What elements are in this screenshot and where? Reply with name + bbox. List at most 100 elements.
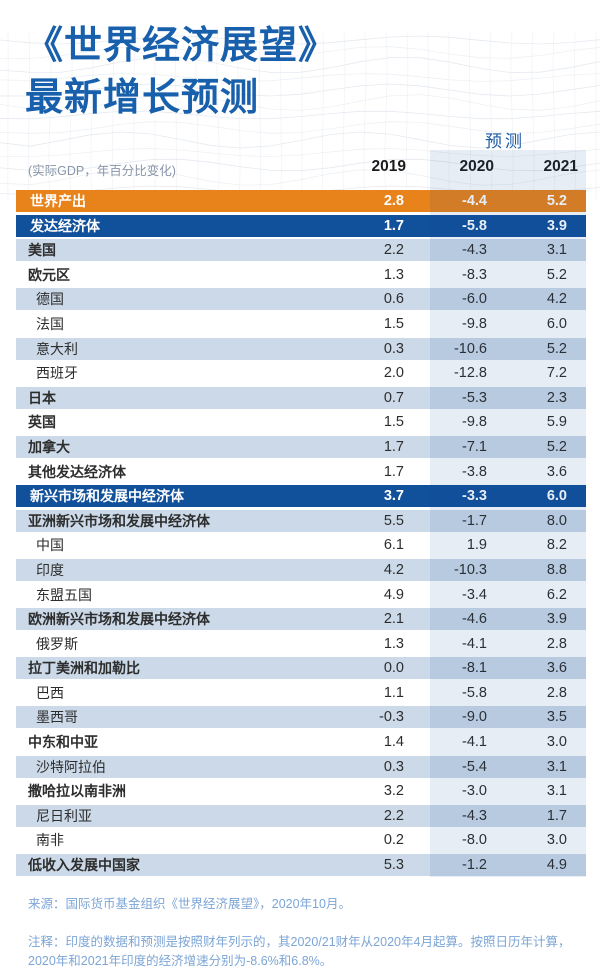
table-row: 欧洲新兴市场和发展中经济体 2.1 -4.6 3.9	[16, 608, 586, 631]
row-value-2021: 3.6	[546, 660, 567, 677]
row-value-2020: -3.4	[462, 586, 487, 603]
table-row: 英国 1.5 -9.8 5.9	[16, 411, 586, 433]
row-value-2019: 5.3	[383, 857, 404, 874]
table-row: 沙特阿拉伯 0.3 -5.4 3.1	[16, 755, 586, 778]
table-row: 中东和中亚 1.4 -4.1 3.0	[16, 731, 586, 753]
row-value-2019: 2.8	[383, 193, 404, 209]
row-label: 英国	[28, 414, 56, 431]
row-value-2020: -1.7	[462, 512, 487, 529]
table-row: 低收入发展中国家 5.3 -1.2 4.9	[16, 854, 586, 877]
row-value-2021: 3.1	[546, 783, 567, 800]
table-row: 巴西 1.1 -5.8 2.8	[16, 682, 586, 704]
row-value-2020: -6.0	[462, 291, 487, 308]
table-row: 南非 0.2 -8.0 3.0	[16, 829, 586, 851]
row-value-2019: -0.3	[379, 709, 404, 726]
row-value-2019: 0.0	[383, 660, 404, 677]
row-value-2020: -10.3	[453, 561, 487, 578]
table-row: 德国 0.6 -6.0 4.2	[16, 288, 586, 311]
row-value-2021: 8.2	[546, 537, 567, 554]
source-note: 来源：国际货币基金组织《世界经济展望》，2020年10月。	[28, 897, 351, 911]
row-value-2021: 2.3	[546, 389, 567, 406]
row-value-2020: -4.4	[462, 193, 487, 209]
row-value-2021: 3.9	[546, 217, 567, 234]
row-value-2020: 1.9	[466, 537, 487, 554]
table-row: 东盟五国 4.9 -3.4 6.2	[16, 584, 586, 606]
row-label: 世界产出	[30, 193, 86, 209]
row-value-2021: 5.9	[546, 414, 567, 431]
row-value-2021: 3.1	[546, 242, 567, 259]
row-value-2020: -1.2	[462, 857, 487, 874]
row-value-2019: 1.3	[383, 266, 404, 283]
row-label: 拉丁美洲和加勒比	[28, 660, 140, 677]
table-row: 新兴市场和发展中经济体 3.7 -3.3 6.0	[16, 485, 586, 508]
footnote-line-2: 2020年和2021年印度的经济增速分别为-8.6%和6.8%。	[28, 953, 333, 968]
row-value-2020: -5.3	[462, 389, 487, 406]
row-value-2021: 8.8	[546, 561, 567, 578]
row-value-2020: -5.4	[462, 758, 487, 775]
column-header-2019: 2019	[371, 158, 406, 175]
row-value-2019: 1.5	[383, 414, 404, 431]
column-header-2020: 2020	[459, 158, 494, 175]
table-row: 撒哈拉以南非洲 3.2 -3.0 3.1	[16, 780, 586, 802]
row-label: 法国	[36, 315, 64, 332]
row-label: 中东和中亚	[28, 734, 98, 751]
growth-table: 世界产出 2.8 -4.4 5.2 发达经济体 1.7 -5.8 3.9 美国 2.2 -4.3 3.…	[16, 190, 586, 879]
table-row: 欧元区 1.3 -8.3 5.2	[16, 264, 586, 286]
row-label: 日本	[28, 389, 56, 406]
table-row: 印度 4.2 -10.3 8.8	[16, 558, 586, 581]
row-label: 亚洲新兴市场和发展中经济体	[28, 512, 210, 529]
table-row: 世界产出 2.8 -4.4 5.2	[16, 190, 586, 212]
row-value-2019: 1.7	[383, 438, 404, 455]
table-row: 美国 2.2 -4.3 3.1	[16, 239, 586, 262]
row-value-2021: 3.0	[546, 734, 567, 751]
row-label: 发达经济体	[30, 217, 100, 234]
table-row: 俄罗斯 1.3 -4.1 2.8	[16, 633, 586, 655]
row-value-2020: -3.3	[462, 488, 487, 505]
row-value-2019: 1.3	[383, 635, 404, 652]
row-value-2020: -5.8	[462, 684, 487, 701]
row-value-2020: -4.1	[462, 635, 487, 652]
forecast-label: 预测	[485, 132, 525, 151]
row-label: 西班牙	[36, 365, 78, 382]
row-value-2019: 0.3	[383, 340, 404, 357]
row-label: 低收入发展中国家	[28, 857, 140, 874]
row-label: 东盟五国	[36, 586, 92, 603]
table-row: 尼日利亚 2.2 -4.3 1.7	[16, 804, 586, 827]
footnote: 注释：印度的数据和预测是按照财年列示的，其2020/21财年从2020年4月起算…	[28, 933, 576, 970]
row-label: 沙特阿拉伯	[36, 758, 106, 775]
row-value-2021: 5.2	[546, 438, 567, 455]
row-value-2021: 1.7	[546, 807, 567, 824]
row-value-2021: 2.8	[546, 635, 567, 652]
column-header-2021: 2021	[543, 158, 578, 175]
title-line-2: 最新增长预测	[25, 77, 260, 119]
table-row: 日本 0.7 -5.3 2.3	[16, 386, 586, 409]
row-value-2020: -8.1	[462, 660, 487, 677]
row-value-2021: 3.0	[546, 832, 567, 849]
row-value-2020: -9.0	[462, 709, 487, 726]
row-value-2021: 5.2	[546, 266, 567, 283]
row-value-2021: 5.2	[546, 193, 567, 209]
row-label: 意大利	[36, 340, 78, 357]
row-value-2019: 4.9	[383, 586, 404, 603]
row-value-2019: 2.2	[383, 807, 404, 824]
row-value-2021: 6.0	[546, 488, 567, 505]
row-value-2020: -9.8	[462, 315, 487, 332]
row-value-2019: 3.7	[383, 488, 404, 505]
table-row: 亚洲新兴市场和发展中经济体 5.5 -1.7 8.0	[16, 509, 586, 532]
row-value-2019: 0.3	[383, 758, 404, 775]
footnote-line-1: 注释：印度的数据和预测是按照财年列示的，其2020/21财年从2020年4月起算…	[28, 935, 571, 949]
row-value-2021: 5.2	[546, 340, 567, 357]
row-value-2021: 3.5	[546, 709, 567, 726]
row-value-2020: -4.3	[462, 242, 487, 259]
row-label: 新兴市场和发展中经济体	[30, 488, 184, 505]
row-value-2021: 7.2	[546, 365, 567, 382]
row-value-2020: -3.8	[462, 463, 487, 480]
table-row: 意大利 0.3 -10.6 5.2	[16, 337, 586, 360]
table-row: 中国 6.1 1.9 8.2	[16, 534, 586, 556]
column-headers: 2019 2020 2021	[16, 156, 586, 178]
page-title: 《世界经济展望》 最新增长预测	[25, 20, 337, 124]
table-row: 墨西哥 -0.3 -9.0 3.5	[16, 706, 586, 729]
row-value-2019: 1.4	[383, 734, 404, 751]
row-label: 尼日利亚	[36, 807, 92, 824]
row-value-2020: -8.3	[462, 266, 487, 283]
